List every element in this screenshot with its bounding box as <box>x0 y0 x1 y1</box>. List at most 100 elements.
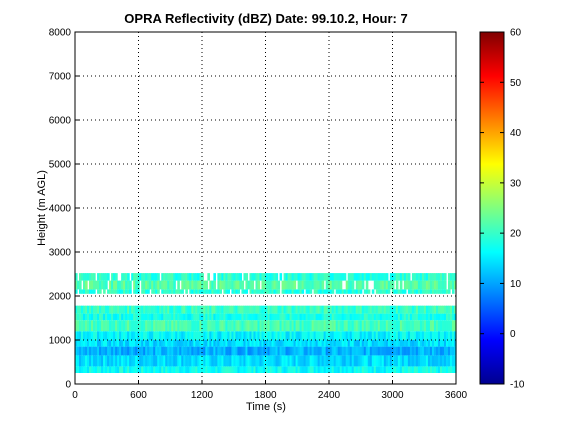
heatmap-cell <box>251 340 255 347</box>
heatmap-cell <box>147 320 150 332</box>
heatmap-cell <box>305 366 309 373</box>
heatmap-cell <box>413 340 417 347</box>
heatmap-cell <box>165 340 168 347</box>
heatmap-cell <box>449 340 453 347</box>
heatmap-cell <box>429 289 433 294</box>
heatmap-cell <box>407 273 411 281</box>
heatmap-cell <box>121 331 124 340</box>
heatmap-cell <box>87 355 90 367</box>
heatmap-cell <box>381 273 385 281</box>
heatmap-cell <box>93 340 96 347</box>
heatmap-cell <box>323 346 327 356</box>
heatmap-cell <box>209 280 212 290</box>
heatmap-cell <box>105 273 108 281</box>
heatmap-cell <box>345 331 349 340</box>
heatmap-cell <box>425 289 429 294</box>
heatmap-cell <box>307 280 311 290</box>
heatmap-cell <box>307 340 311 347</box>
heatmap-cell <box>275 273 279 281</box>
heatmap-cell <box>97 273 100 281</box>
heatmap-cell <box>321 331 325 340</box>
heatmap-cell <box>453 320 457 332</box>
heatmap-cell <box>361 346 365 356</box>
heatmap-cell <box>131 355 134 367</box>
heatmap-cell <box>167 273 170 281</box>
heatmap-cell <box>325 313 329 321</box>
heatmap-cell <box>423 280 427 290</box>
heatmap-cell <box>151 280 154 290</box>
heatmap-cell <box>367 273 371 281</box>
heatmap-cell <box>401 313 405 321</box>
heatmap-cell <box>297 340 301 347</box>
heatmap-cell <box>97 346 100 356</box>
heatmap-cell <box>437 340 441 347</box>
heatmap-cell <box>227 280 231 290</box>
heatmap-cell <box>191 273 194 281</box>
heatmap-cell <box>325 331 329 340</box>
heatmap-cell <box>231 320 235 332</box>
heatmap-cell <box>99 340 102 347</box>
heatmap-cell <box>139 313 142 321</box>
heatmap-cell <box>293 355 297 367</box>
heatmap-cell <box>225 320 228 332</box>
heatmap-cell <box>411 320 415 332</box>
heatmap-cell <box>261 280 265 290</box>
heatmap-cell <box>423 305 427 314</box>
heatmap-cell <box>235 340 239 347</box>
heatmap-cell <box>97 305 100 314</box>
heatmap-cell <box>215 331 218 340</box>
heatmap-cell <box>287 305 291 314</box>
heatmap-cell <box>157 366 160 373</box>
heatmap-cell <box>75 273 78 281</box>
heatmap-cell <box>417 346 421 356</box>
heatmap-cell <box>385 366 389 373</box>
heatmap-cell <box>447 273 451 281</box>
heatmap-cell <box>133 289 136 294</box>
heatmap-cell <box>289 289 293 294</box>
heatmap-cell <box>145 313 148 321</box>
heatmap-cell <box>141 313 144 321</box>
heatmap-cell <box>319 355 323 367</box>
heatmap-cell <box>243 305 247 314</box>
heatmap-cell <box>187 331 190 340</box>
heatmap-cell <box>337 366 341 373</box>
heatmap-cell <box>279 320 283 332</box>
heatmap-cell <box>277 346 281 356</box>
heatmap-cell <box>223 346 226 356</box>
heatmap-cell <box>373 320 377 332</box>
heatmap-cell <box>291 355 295 367</box>
heatmap-cell <box>259 355 263 367</box>
heatmap-cell <box>103 355 106 367</box>
heatmap-cell <box>105 355 108 367</box>
heatmap-cell <box>447 280 451 290</box>
heatmap-cell <box>273 280 277 290</box>
heatmap-cell <box>225 366 228 373</box>
heatmap-cell <box>403 313 407 321</box>
heatmap-cell <box>417 280 421 290</box>
heatmap-cell <box>129 340 132 347</box>
heatmap-cell <box>269 289 273 294</box>
heatmap-cell <box>351 346 355 356</box>
heatmap-cell <box>263 320 267 332</box>
heatmap-cell <box>369 331 373 340</box>
heatmap-cell <box>75 355 78 367</box>
heatmap-cell <box>91 289 94 294</box>
heatmap-cell <box>77 346 80 356</box>
heatmap-cell <box>417 340 421 347</box>
heatmap-cell <box>427 346 431 356</box>
heatmap-cell <box>111 320 114 332</box>
heatmap-cell <box>439 273 443 281</box>
heatmap-cell <box>207 355 210 367</box>
heatmap-cell <box>225 280 228 290</box>
heatmap-cell <box>253 305 257 314</box>
heatmap-cell <box>147 305 150 314</box>
heatmap-cell <box>263 366 267 373</box>
heatmap-cell <box>353 320 357 332</box>
heatmap-cell <box>145 280 148 290</box>
heatmap-cell <box>321 305 325 314</box>
heatmap-cell <box>147 289 150 294</box>
heatmap-cell <box>359 320 363 332</box>
heatmap-cell <box>299 346 303 356</box>
heatmap-cell <box>385 331 389 340</box>
heatmap-cell <box>179 331 182 340</box>
